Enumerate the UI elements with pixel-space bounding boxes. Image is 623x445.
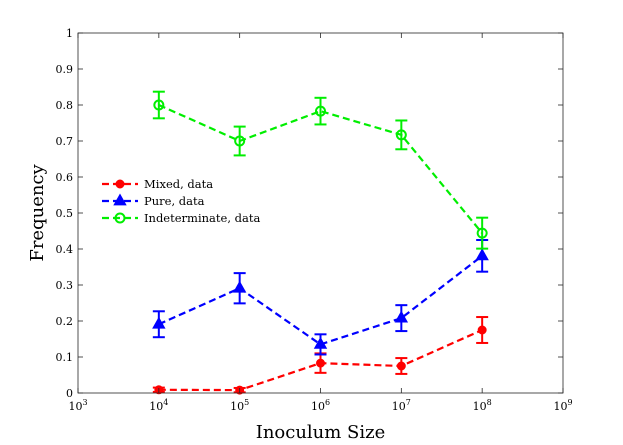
series-line xyxy=(158,103,484,234)
series-line xyxy=(158,254,483,346)
data-point xyxy=(113,193,127,206)
y-tick-label: 0.5 xyxy=(56,207,74,220)
data-point xyxy=(152,316,166,329)
data-point xyxy=(477,325,487,335)
data-point xyxy=(475,248,489,261)
x-tick-label: 109 xyxy=(553,398,572,413)
y-tick-label: 0.2 xyxy=(56,315,74,328)
x-tick-label: 108 xyxy=(473,398,492,413)
x-tick-label: 107 xyxy=(392,398,411,413)
data-point xyxy=(313,336,328,349)
y-tick-label: 0.9 xyxy=(56,63,74,76)
data-point xyxy=(153,99,165,111)
legend-item: Pure, data xyxy=(102,193,205,208)
legend-item: Indeterminate, data xyxy=(102,211,260,225)
x-tick-label: 106 xyxy=(311,398,330,413)
legend-item: Mixed, data xyxy=(102,177,213,191)
y-tick-label: 0.4 xyxy=(56,243,74,256)
x-tick-label: 104 xyxy=(149,398,168,413)
y-tick-label: 1 xyxy=(66,27,73,40)
y-tick-label: 0.8 xyxy=(56,99,74,112)
data-point xyxy=(394,310,409,323)
x-tick-label: 105 xyxy=(230,398,249,413)
y-tick-label: 0.1 xyxy=(56,351,74,364)
legend-label: Pure, data xyxy=(144,194,205,208)
legend: Mixed, data Pure, data Indeterminate, data xyxy=(102,177,260,225)
data-point xyxy=(232,280,247,293)
y-tick-label: 0.7 xyxy=(56,135,74,148)
data-point xyxy=(114,212,126,224)
y-axis-label: Frequency xyxy=(27,163,48,261)
y-tick-label: 0.6 xyxy=(56,171,74,184)
data-point xyxy=(476,227,488,239)
legend-label: Indeterminate, data xyxy=(144,211,260,225)
y-tick-label: 0 xyxy=(66,387,73,400)
data-point xyxy=(234,135,246,147)
data-point xyxy=(396,361,406,371)
x-axis-label: Inoculum Size xyxy=(256,422,386,443)
legend-label: Mixed, data xyxy=(144,177,213,191)
data-point xyxy=(316,358,325,368)
series-mixed xyxy=(152,316,489,395)
data-point xyxy=(395,129,407,141)
series-pure xyxy=(152,239,489,356)
y-tick-label: 0.3 xyxy=(56,279,74,292)
series-indeterminate xyxy=(152,90,489,250)
data-point xyxy=(315,105,326,117)
data-point xyxy=(115,179,125,189)
x-tick-label: 103 xyxy=(68,398,87,413)
